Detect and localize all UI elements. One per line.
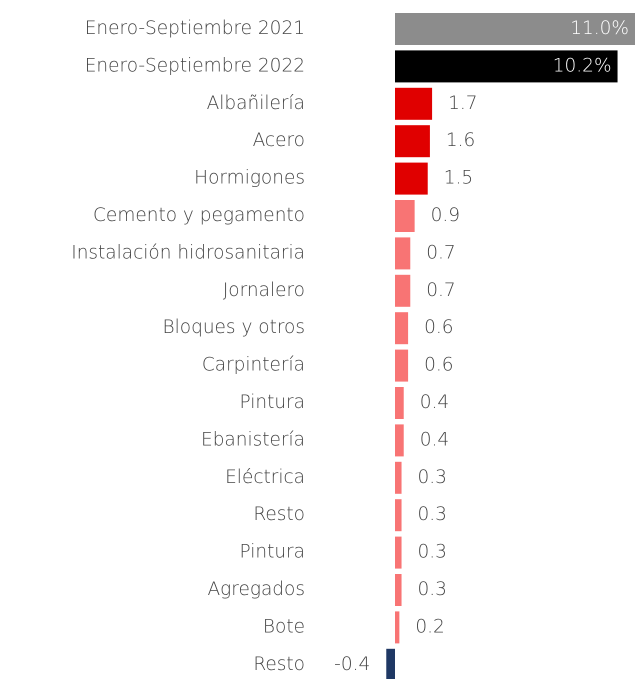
category-label: Agregados bbox=[208, 579, 305, 600]
bar bbox=[386, 648, 395, 679]
category-label: Instalación hidrosanitaria bbox=[71, 242, 305, 263]
category-label: Pintura bbox=[239, 542, 305, 563]
value-label: 1.6 bbox=[446, 130, 475, 151]
category-label: Hormigones bbox=[194, 168, 305, 189]
category-label: Jornalero bbox=[223, 280, 305, 301]
bar bbox=[395, 574, 402, 606]
bar bbox=[395, 349, 409, 382]
value-label: 0.6 bbox=[424, 355, 453, 376]
value-label: 0.3 bbox=[418, 579, 447, 600]
category-label: Pintura bbox=[239, 392, 305, 413]
category-label: Resto bbox=[253, 654, 305, 675]
bar bbox=[395, 312, 409, 345]
category-label: Ebanistería bbox=[201, 429, 305, 450]
value-label: 1.7 bbox=[448, 93, 477, 114]
value-label: 0.3 bbox=[418, 467, 447, 488]
bar bbox=[395, 536, 402, 569]
value-label: 0.4 bbox=[420, 392, 449, 413]
value-label: 0.6 bbox=[424, 317, 453, 338]
bar bbox=[395, 13, 635, 45]
value-label: 0.2 bbox=[415, 616, 444, 637]
value-label: 0.7 bbox=[426, 280, 455, 301]
bar bbox=[395, 125, 430, 158]
bar bbox=[395, 611, 400, 644]
bar bbox=[395, 87, 433, 120]
category-label: Albañilería bbox=[207, 93, 305, 114]
category-label: Resto bbox=[253, 504, 305, 525]
category-label: Cemento y pegamento bbox=[93, 205, 305, 226]
category-label: Acero bbox=[253, 130, 305, 151]
category-label: Enero-Septiembre 2022 bbox=[85, 55, 305, 76]
value-label: 1.5 bbox=[444, 168, 473, 189]
bar bbox=[395, 162, 428, 195]
category-label: Carpintería bbox=[202, 355, 305, 376]
value-label: 0.3 bbox=[418, 542, 447, 563]
value-label: 10.2% bbox=[553, 55, 612, 76]
value-label: 0.4 bbox=[420, 429, 449, 450]
category-label: Bloques y otros bbox=[163, 317, 306, 338]
bar bbox=[395, 50, 618, 83]
bar bbox=[395, 387, 404, 419]
value-label: 11.0% bbox=[570, 18, 629, 39]
bar bbox=[395, 424, 404, 457]
value-label: 0.7 bbox=[426, 242, 455, 263]
value-label: -0.4 bbox=[334, 654, 370, 675]
bar bbox=[395, 461, 402, 494]
bar bbox=[395, 200, 415, 232]
category-label: Eléctrica bbox=[225, 467, 305, 488]
value-label: 0.3 bbox=[418, 504, 447, 525]
bar bbox=[395, 274, 411, 307]
category-label: Bote bbox=[263, 616, 305, 637]
category-label: Enero-Septiembre 2021 bbox=[85, 18, 305, 39]
bar bbox=[395, 499, 402, 532]
bar bbox=[395, 237, 411, 270]
value-label: 0.9 bbox=[431, 205, 460, 226]
